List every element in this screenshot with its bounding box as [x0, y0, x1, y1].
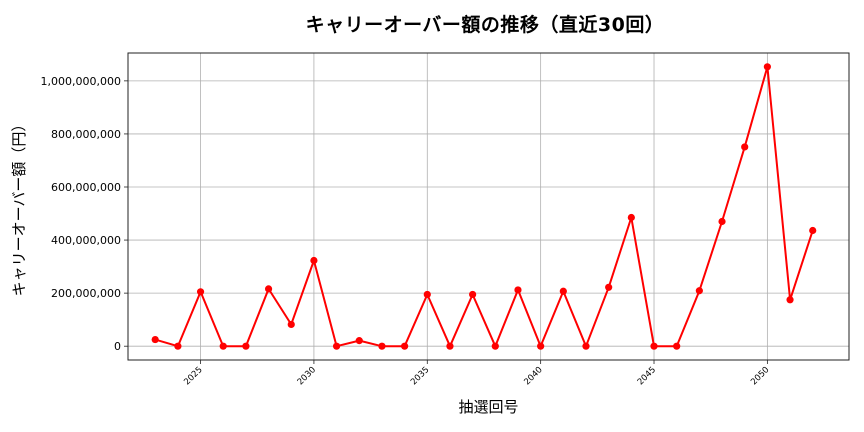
data-point-marker — [446, 342, 454, 350]
x-axis-label: 抽選回号 — [458, 398, 518, 416]
series-line — [154, 65, 814, 348]
x-tick-label: 2030 — [296, 365, 318, 387]
data-point-marker — [174, 342, 182, 350]
y-axis-label: キャリーオーバー額（円） — [10, 117, 28, 297]
data-point-marker — [605, 283, 613, 291]
data-point-marker — [809, 226, 817, 235]
x-tick-label: 2050 — [749, 365, 771, 387]
y-axis-ticks: 0 200,000,000 400,000,000 600,000,000 800,00… — [41, 75, 128, 353]
data-point-marker — [332, 342, 341, 350]
x-tick-label: 2035 — [409, 365, 431, 387]
data-point-marker — [741, 143, 749, 151]
data-point-marker — [196, 288, 205, 296]
y-tick-label: 600,000,000 — [51, 181, 121, 194]
x-tick-label: 2045 — [636, 365, 658, 387]
data-point-marker — [264, 285, 273, 293]
data-point-marker — [310, 256, 318, 265]
data-point-marker — [718, 217, 726, 226]
chart-title: キャリーオーバー額の推移（直近30回） — [305, 14, 665, 36]
plot-area — [127, 52, 850, 361]
data-point-marker — [401, 342, 409, 350]
data-point-marker — [423, 290, 431, 299]
data-point-marker — [537, 342, 545, 350]
data-point-marker — [695, 287, 703, 295]
data-point-marker — [763, 63, 771, 71]
grid-lines — [128, 53, 849, 360]
x-axis-ticks: 2025 2030 2035 2040 2045 2050 — [182, 360, 771, 387]
data-point-marker — [582, 342, 590, 350]
data-point-marker — [469, 290, 477, 299]
y-tick-label: 800,000,000 — [51, 128, 121, 141]
data-point-marker — [287, 320, 295, 329]
x-tick-label: 2025 — [182, 365, 204, 387]
y-tick-label: 400,000,000 — [51, 234, 121, 247]
data-point-marker — [355, 337, 363, 345]
data-point-marker — [219, 342, 227, 350]
data-point-marker — [151, 335, 159, 344]
data-point-marker — [491, 342, 499, 350]
x-tick-label: 2040 — [522, 365, 544, 387]
y-tick-label: 0 — [114, 340, 121, 353]
data-point-marker — [650, 342, 658, 350]
data-point-marker — [378, 342, 386, 350]
data-point-marker — [673, 342, 681, 350]
data-point-marker — [242, 342, 250, 350]
data-point-marker — [559, 287, 567, 295]
data-point-marker — [627, 213, 635, 222]
data-point-marker — [514, 286, 522, 294]
y-tick-label: 200,000,000 — [51, 287, 121, 300]
y-tick-label: 1,000,000,000 — [41, 75, 121, 88]
data-point-marker — [786, 296, 794, 304]
data-series — [151, 63, 817, 350]
